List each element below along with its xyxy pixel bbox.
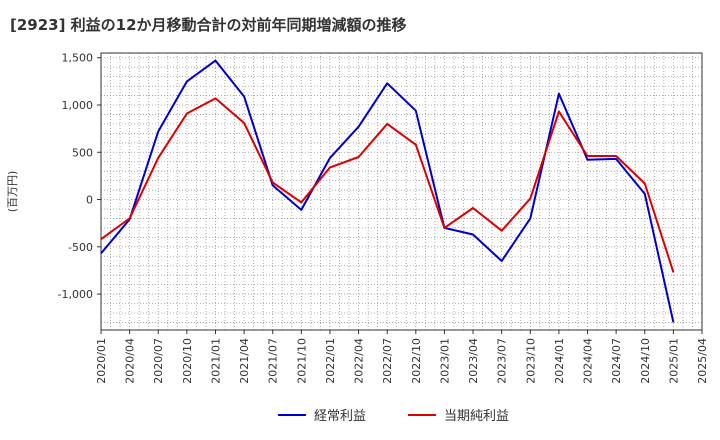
- plot-frame: [100, 52, 703, 331]
- y-tick-label: 1,500: [62, 52, 94, 65]
- chart-title: [2923] 利益の12か月移動合計の対前年同期増減額の推移: [10, 16, 407, 34]
- x-tick-label: 2022/10: [410, 338, 423, 384]
- x-tick-label: 2024/01: [553, 338, 566, 384]
- x-tick-label: 2023/04: [467, 338, 480, 384]
- y-axis-label: (百万円): [6, 171, 19, 213]
- x-tick-label: 2020/04: [124, 338, 137, 384]
- x-tick-label: 2020/10: [181, 338, 194, 384]
- y-tick-label: 0: [86, 194, 93, 207]
- x-tick-label: 2021/04: [238, 338, 251, 384]
- y-tick-label: 1,000: [62, 99, 94, 112]
- x-tick-label: 2023/01: [438, 338, 451, 384]
- x-tick-label: 2021/10: [295, 338, 308, 384]
- x-tick-label: 2022/01: [324, 338, 337, 384]
- series-line-1: [100, 59, 675, 323]
- x-tick-label: 2025/01: [667, 338, 680, 384]
- x-tick-label: 2025/04: [696, 338, 709, 384]
- legend-label-2: 当期純利益: [444, 409, 509, 424]
- x-tick-label: 2024/07: [610, 338, 623, 384]
- x-tick-label: 2023/07: [496, 338, 509, 384]
- x-tick-label: 2021/01: [209, 338, 222, 384]
- x-tick-label: 2024/10: [639, 338, 652, 384]
- y-tick-label: -500: [68, 241, 93, 254]
- plot-area: [101, 53, 702, 330]
- x-tick-label: 2024/04: [582, 338, 595, 384]
- series-line-2: [100, 97, 675, 273]
- legend-label-1: 経常利益: [314, 409, 366, 424]
- x-tick-label: 2021/07: [267, 338, 280, 384]
- y-tick-label: 500: [72, 146, 93, 159]
- x-tick-label: 2022/04: [353, 338, 366, 384]
- x-tick-label: 2020/01: [95, 338, 108, 384]
- x-tick-label: 2023/10: [524, 338, 537, 384]
- x-tick-label: 2020/07: [152, 338, 165, 384]
- x-tick-label: 2022/07: [381, 338, 394, 384]
- y-tick-label: -1,000: [58, 288, 93, 301]
